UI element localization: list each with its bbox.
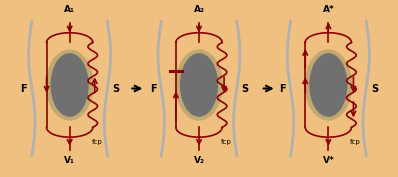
Text: S: S	[371, 84, 378, 93]
Text: F: F	[150, 84, 156, 93]
Text: V₂: V₂	[193, 156, 205, 165]
Ellipse shape	[175, 49, 223, 121]
Text: V*: V*	[322, 156, 334, 165]
Text: fcp: fcp	[350, 139, 361, 145]
Text: F: F	[20, 84, 27, 93]
Text: A*: A*	[322, 5, 334, 14]
Ellipse shape	[304, 49, 352, 121]
Text: fcp: fcp	[92, 139, 102, 145]
Ellipse shape	[180, 53, 218, 117]
Text: fcp: fcp	[221, 139, 232, 145]
Ellipse shape	[51, 53, 89, 117]
Text: F: F	[279, 84, 286, 93]
Text: S: S	[112, 84, 119, 93]
Text: A₁: A₁	[64, 5, 75, 14]
Ellipse shape	[309, 53, 347, 117]
Ellipse shape	[46, 49, 94, 121]
Text: V₁: V₁	[64, 156, 75, 165]
Text: S: S	[242, 84, 249, 93]
Text: A₂: A₂	[193, 5, 205, 14]
